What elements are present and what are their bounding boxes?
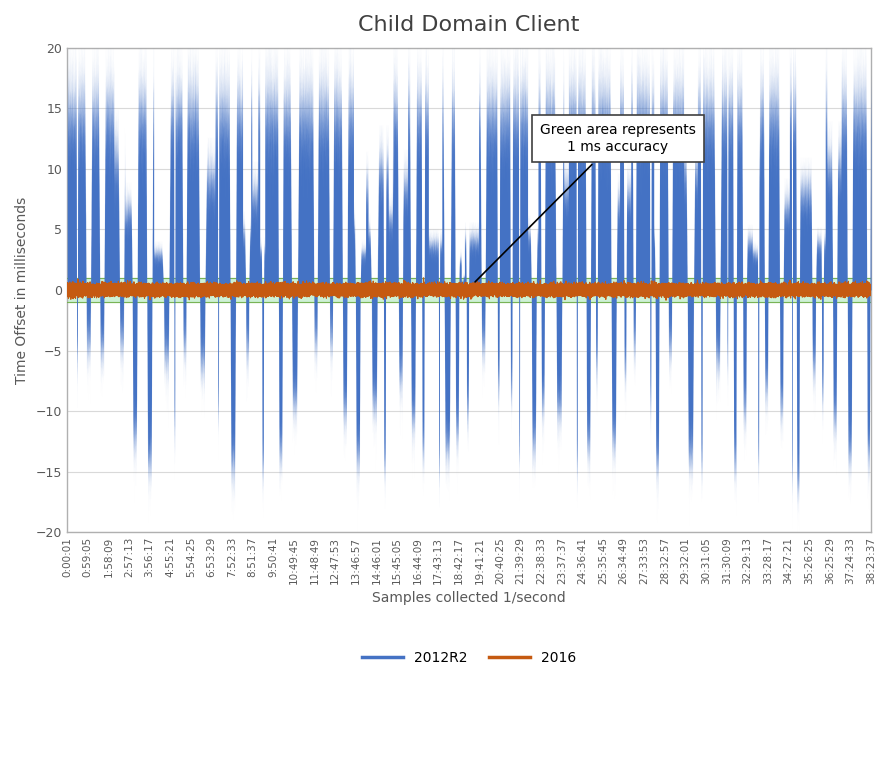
X-axis label: Samples collected 1/second: Samples collected 1/second (372, 591, 566, 605)
Text: Green area represents
1 ms accuracy: Green area represents 1 ms accuracy (475, 123, 696, 282)
Y-axis label: Time Offset in milliseconds: Time Offset in milliseconds (15, 197, 29, 383)
Bar (67, 278, 871, 302)
Legend: 2012R2, 2016: 2012R2, 2016 (356, 645, 582, 671)
Title: Child Domain Client: Child Domain Client (358, 15, 580, 35)
